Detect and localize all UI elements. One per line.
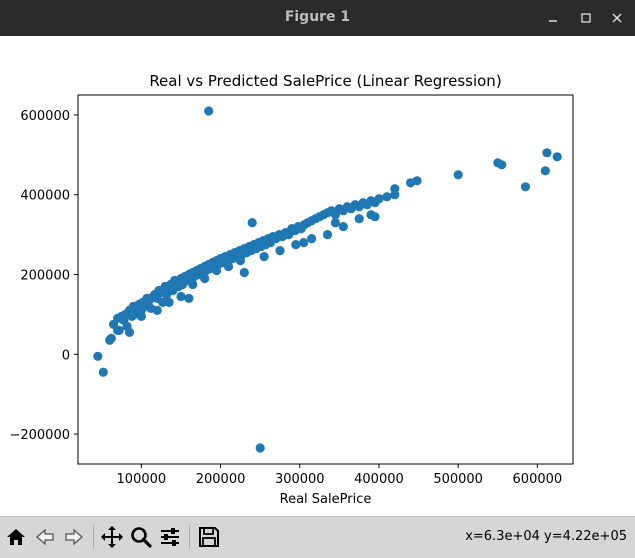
close-button[interactable]: [605, 6, 629, 30]
data-point: [98, 367, 108, 377]
data-point: [382, 192, 392, 202]
maximize-button[interactable]: [574, 6, 598, 30]
toolbar-separator: [93, 525, 94, 549]
data-point: [354, 214, 364, 224]
data-point: [239, 267, 249, 278]
sliders-icon: [161, 528, 179, 546]
data-point: [176, 291, 186, 302]
scatter-plot: Real vs Predicted SalePrice (Linear Regr…: [9, 72, 574, 507]
window-title: Figure 1: [284, 9, 351, 25]
pan-button[interactable]: [98, 523, 126, 551]
y-tick-label: −200000: [9, 428, 70, 443]
close-icon: [612, 13, 622, 23]
data-point: [497, 160, 507, 170]
data-point: [291, 240, 301, 250]
data-point: [390, 184, 400, 194]
arrow-right-icon: [65, 528, 83, 546]
x-tick-label: 300000: [275, 472, 325, 487]
navigation-toolbar: x=6.3e+04 y=4.22e+05: [0, 516, 635, 558]
x-tick-label: 400000: [354, 472, 404, 487]
data-point: [200, 273, 210, 284]
x-tick-label: 100000: [117, 472, 167, 487]
data-point: [540, 166, 550, 176]
forward-button[interactable]: [60, 523, 88, 551]
y-tick-label: 0: [62, 348, 70, 363]
figure-canvas[interactable]: Real vs Predicted SalePrice (Linear Regr…: [0, 36, 635, 516]
y-tick-label: 600000: [20, 109, 70, 124]
data-point: [124, 327, 135, 337]
toolbar-separator: [189, 525, 190, 549]
data-point: [188, 279, 198, 290]
chart-title: Real vs Predicted SalePrice (Linear Regr…: [149, 72, 501, 90]
data-point: [105, 335, 115, 345]
home-button[interactable]: [2, 523, 30, 551]
magnifier-icon: [131, 527, 152, 548]
data-point: [520, 182, 531, 192]
data-point: [152, 305, 162, 315]
cursor-coordinates: x=6.3e+04 y=4.22e+05: [465, 529, 627, 544]
data-point: [212, 265, 222, 276]
window-titlebar[interactable]: Figure 1: [0, 0, 635, 36]
configure-subplots-button[interactable]: [156, 523, 184, 551]
data-point: [158, 297, 168, 307]
data-point: [330, 218, 340, 228]
data-point: [93, 351, 103, 361]
x-tick-label: 600000: [513, 472, 563, 487]
data-point: [307, 234, 317, 244]
data-point: [366, 210, 376, 220]
x-axis-label: Real SalePrice: [280, 492, 372, 507]
data-point: [374, 194, 384, 204]
data-point: [542, 148, 552, 158]
data-point: [223, 261, 234, 272]
save-icon: [199, 527, 219, 547]
data-point: [136, 311, 146, 321]
home-icon: [7, 529, 25, 545]
data-point: [255, 443, 265, 453]
arrow-left-icon: [36, 528, 54, 546]
data-point: [164, 297, 174, 307]
x-tick-label: 200000: [196, 472, 246, 487]
zoom-button[interactable]: [127, 523, 155, 551]
axes-frame: [77, 94, 574, 465]
data-point: [552, 152, 562, 162]
move-icon: [101, 526, 123, 548]
data-point: [338, 222, 348, 232]
data-point: [204, 106, 214, 116]
data-point: [184, 293, 194, 303]
data-point: [412, 176, 422, 186]
y-tick-label: 400000: [20, 189, 70, 204]
minimize-button[interactable]: [541, 6, 565, 30]
maximize-icon: [581, 13, 591, 23]
back-button[interactable]: [31, 523, 59, 551]
data-point: [299, 238, 309, 248]
save-button[interactable]: [195, 523, 223, 551]
data-point: [247, 218, 257, 228]
data-point: [322, 230, 333, 240]
data-point: [113, 325, 123, 335]
data-point: [259, 252, 269, 262]
data-point: [453, 170, 463, 180]
data-point: [275, 246, 285, 256]
x-tick-label: 500000: [433, 472, 483, 487]
y-tick-label: 200000: [20, 269, 70, 284]
data-point: [235, 256, 245, 266]
minimize-icon: [549, 20, 557, 22]
